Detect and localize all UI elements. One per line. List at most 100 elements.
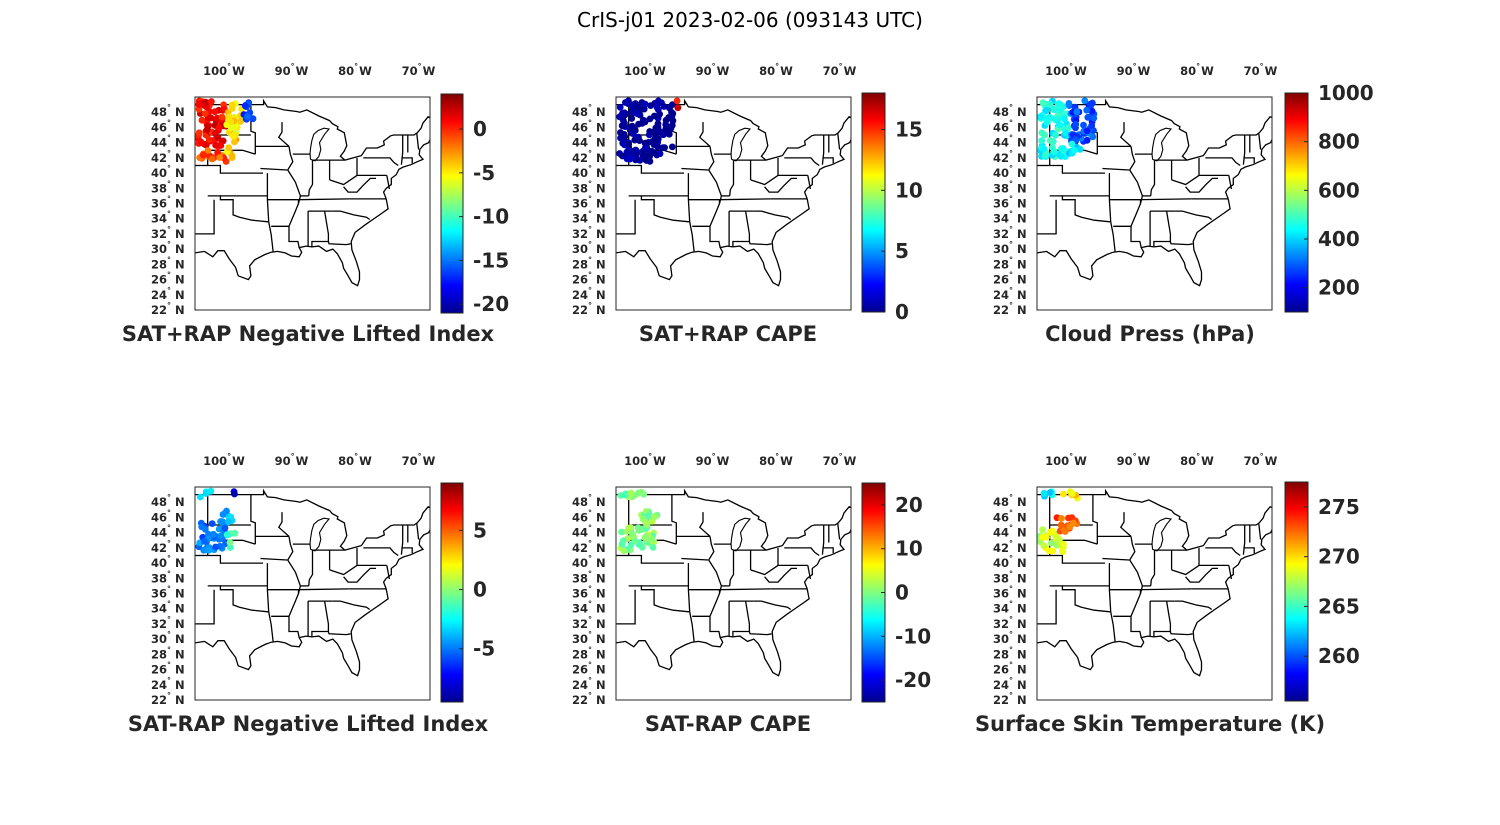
svg-text:32: 32 [993, 227, 1009, 241]
swath-point [1083, 106, 1091, 114]
svg-text:N: N [596, 495, 606, 509]
svg-text:100: 100 [1045, 454, 1069, 468]
svg-text:°: ° [1133, 62, 1137, 71]
state-border [327, 241, 351, 246]
state-border [807, 175, 812, 190]
lat-tick-label: 24 ° N [993, 286, 1027, 302]
state-border [277, 512, 290, 537]
swath-point [218, 518, 226, 525]
colorbar-tick-label: -10 [473, 205, 509, 229]
svg-text:N: N [175, 166, 185, 180]
state-border [207, 585, 269, 613]
swath-point [633, 110, 641, 117]
svg-text:34: 34 [993, 212, 1009, 226]
map-frame [1036, 96, 1273, 311]
lat-tick-label: 26 ° N [572, 271, 606, 287]
svg-text:30: 30 [993, 632, 1009, 646]
swath-point [1055, 100, 1063, 107]
state-border [416, 132, 420, 150]
svg-text:°: ° [712, 452, 716, 461]
svg-text:°: ° [839, 452, 843, 461]
svg-text:28: 28 [993, 647, 1009, 661]
swath-point [1057, 521, 1065, 529]
svg-text:N: N [596, 693, 606, 707]
lat-tick-label: 48 ° N [993, 103, 1027, 119]
state-border [1102, 557, 1130, 561]
svg-text:24: 24 [993, 288, 1009, 302]
lat-tick-label: 36 ° N [572, 585, 606, 601]
svg-text:°: ° [167, 508, 171, 517]
svg-text:N: N [175, 257, 185, 271]
svg-text:°: ° [1009, 149, 1013, 158]
svg-text:°: ° [1009, 600, 1013, 609]
state-border [1037, 199, 1057, 235]
svg-text:°: ° [167, 286, 171, 295]
map-frame [1036, 486, 1273, 701]
map-frame [615, 96, 852, 311]
svg-text:N: N [175, 288, 185, 302]
state-border [1228, 175, 1233, 190]
panel-title: SAT-RAP CAPE [645, 712, 811, 736]
lat-tick-label: 38 ° N [572, 179, 606, 195]
state-border [1037, 589, 1057, 625]
swath-point [228, 124, 235, 132]
swath-point [639, 515, 647, 523]
svg-text:38: 38 [572, 571, 588, 585]
state-border [1258, 132, 1262, 150]
lon-tick-label: 80 ° W [759, 62, 793, 78]
state-border [329, 564, 358, 576]
svg-text:30: 30 [572, 632, 588, 646]
map-geography [616, 98, 851, 287]
lat-tick-label: 30 ° N [151, 630, 185, 646]
lat-tick-label: 30 ° N [572, 240, 606, 256]
svg-text:46: 46 [572, 120, 588, 134]
svg-text:N: N [1017, 632, 1027, 646]
lat-tick-label: 40 ° N [151, 554, 185, 570]
swath-point [625, 141, 633, 148]
lat-tick-label: 48 ° N [572, 493, 606, 509]
swath-point [207, 487, 215, 495]
svg-text:N: N [175, 136, 185, 150]
state-border [207, 195, 269, 223]
panel-title: SAT+RAP CAPE [639, 322, 817, 346]
swath-point [219, 511, 227, 518]
svg-text:°: ° [588, 554, 592, 563]
swath-point [1073, 108, 1081, 116]
svg-text:N: N [596, 257, 606, 271]
svg-text:40: 40 [151, 556, 167, 570]
state-border [748, 241, 772, 246]
swath-point [228, 101, 236, 109]
panel-title: SAT+RAP Negative Lifted Index [122, 322, 495, 346]
svg-text:N: N [1017, 197, 1027, 211]
panel-5: 100 ° W 90 ° W 80 ° W 70 ° W48 ° N46 ° N44 ° N42 ° N40 ° N38 °… [572, 452, 931, 736]
lat-tick-label: 24 ° N [572, 286, 606, 302]
lat-tick-label: 28 ° N [993, 255, 1027, 271]
colorbar-tick-label: 15 [895, 118, 923, 142]
swath-point [1062, 129, 1070, 137]
svg-text:22: 22 [572, 693, 588, 707]
state-border [400, 135, 404, 165]
swath-point [198, 523, 206, 531]
svg-text:N: N [596, 571, 606, 585]
svg-text:36: 36 [572, 587, 588, 601]
swath-point [1083, 127, 1091, 135]
svg-text:22: 22 [151, 303, 167, 317]
panel-title: Cloud Press (hPa) [1045, 322, 1255, 346]
svg-text:32: 32 [572, 227, 588, 241]
colorbar-tick-label: -5 [473, 161, 495, 185]
svg-text:°: ° [648, 452, 652, 461]
svg-text:70: 70 [402, 64, 418, 78]
panel-4: 100 ° W 90 ° W 80 ° W 70 ° W48 ° N46 ° N44 ° N42 ° N40 ° N38 °… [128, 452, 495, 736]
svg-text:°: ° [712, 62, 716, 71]
lon-tick-label: 70 ° W [823, 62, 857, 78]
swath-point [1088, 107, 1096, 115]
svg-text:100: 100 [203, 64, 227, 78]
svg-text:°: ° [167, 164, 171, 173]
svg-text:°: ° [1196, 62, 1200, 71]
svg-text:°: ° [1260, 452, 1264, 461]
svg-text:N: N [1017, 495, 1027, 509]
svg-text:N: N [175, 647, 185, 661]
svg-text:N: N [175, 212, 185, 226]
state-border [1049, 554, 1105, 564]
svg-text:W: W [296, 454, 309, 468]
